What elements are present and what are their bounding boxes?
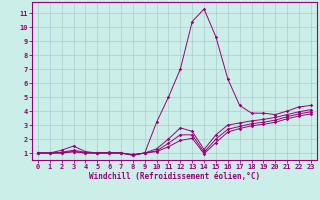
X-axis label: Windchill (Refroidissement éolien,°C): Windchill (Refroidissement éolien,°C)	[89, 172, 260, 181]
